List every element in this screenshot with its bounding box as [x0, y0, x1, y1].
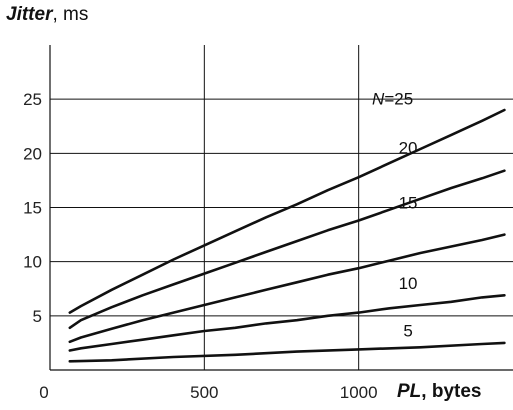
- grid-lines: [50, 45, 513, 370]
- y-tick-label: 25: [23, 90, 42, 109]
- curve-label: 5: [403, 321, 412, 340]
- x-axis-unit: , bytes: [421, 381, 482, 402]
- curve-label: N=25: [372, 90, 413, 109]
- series-line-10: [68, 294, 506, 352]
- curve-label: 15: [399, 194, 418, 213]
- tick-labels: 5 10 15 20 25 0 500 1000: [23, 90, 378, 402]
- curve-label: 20: [399, 138, 418, 157]
- y-axis-unit: , ms: [52, 4, 89, 25]
- y-tick-label: 20: [23, 144, 42, 163]
- y-axis-name: Jitter: [6, 4, 53, 25]
- series-line-20: [68, 169, 506, 330]
- curve-labels: N=25 20 15 10 5: [372, 90, 417, 341]
- y-tick-label: 10: [23, 253, 42, 272]
- axes: [49, 45, 513, 371]
- y-axis-title: Jitter, ms: [6, 4, 88, 26]
- series-curves: [68, 108, 506, 363]
- x-tick-label: 0: [39, 383, 48, 402]
- series-line-5: [68, 341, 506, 363]
- series-line-15: [68, 233, 506, 344]
- x-axis-title: PL, bytes: [397, 381, 481, 403]
- curve-label: 10: [399, 274, 418, 293]
- x-tick-label: 1000: [340, 383, 378, 402]
- series-line-N-25: [68, 108, 506, 314]
- y-tick-label: 15: [23, 199, 42, 218]
- y-tick-label: 5: [33, 307, 42, 326]
- x-tick-label: 500: [190, 383, 218, 402]
- x-axis-name: PL: [397, 381, 422, 402]
